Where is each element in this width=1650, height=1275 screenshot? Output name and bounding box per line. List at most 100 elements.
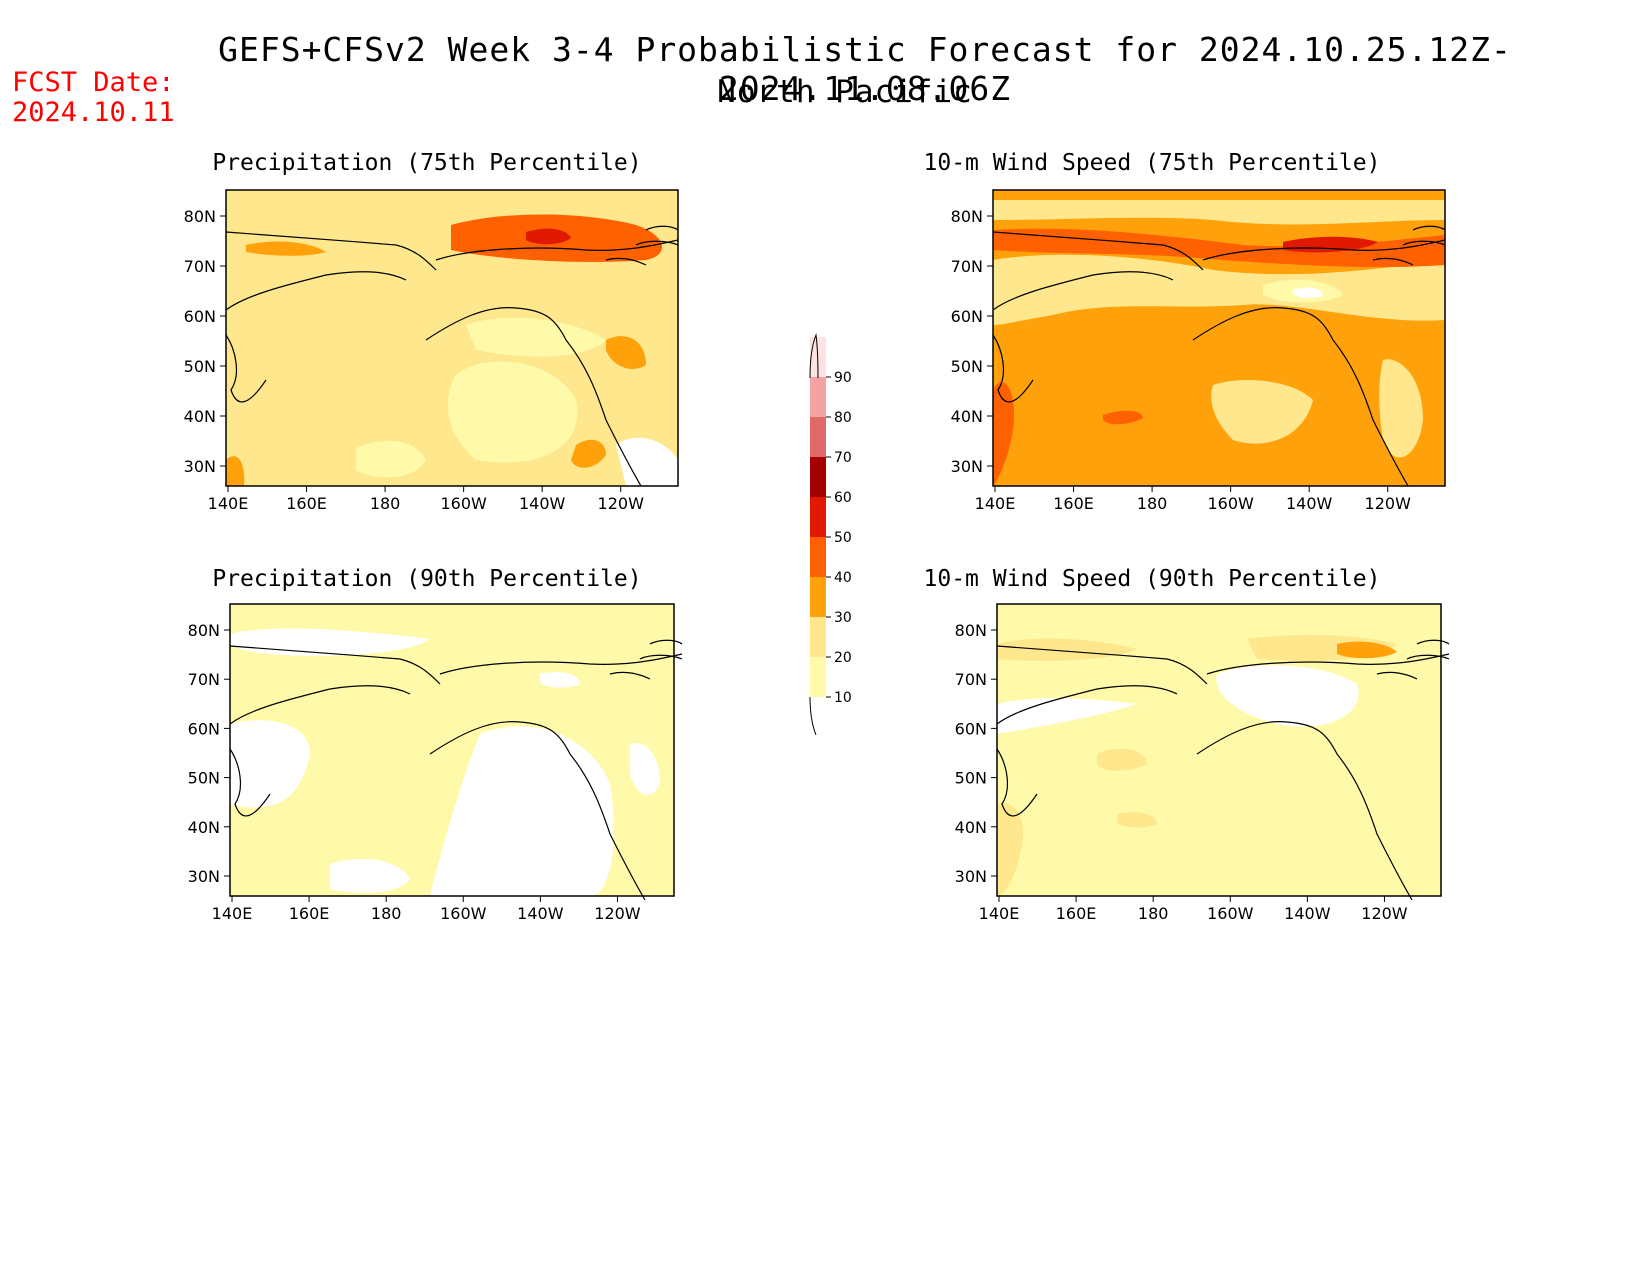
lon-tick-label: 160E: [1056, 904, 1097, 923]
contour-red: [526, 228, 571, 245]
lat-tick-label: 70N: [955, 670, 987, 689]
contour-yellow: [1117, 812, 1157, 828]
panel-title-wind-90: 10-m Wind Speed (90th Percentile): [923, 566, 1381, 592]
contour-light: [356, 440, 426, 478]
lon-tick-label: 140W: [1284, 904, 1331, 923]
lon-tick-label: 120W: [1361, 904, 1408, 923]
lon-tick-label: 140W: [517, 904, 564, 923]
contour-white: [1293, 287, 1323, 299]
lon-tick-label: 160W: [1207, 904, 1254, 923]
lon-tick-label: 140W: [519, 494, 566, 513]
lon-tick-label: 180: [371, 904, 402, 923]
colorbar-level-label: 70: [834, 450, 852, 466]
lon-tick-label: 160W: [440, 494, 487, 513]
contour-white: [330, 859, 410, 893]
lat-tick-label: 70N: [188, 670, 220, 689]
colorbar: 10 20 30 40 50 60 70 80 90: [809, 333, 852, 736]
contour-orange: [246, 241, 326, 256]
colorbar-level-label: 90: [834, 370, 852, 386]
lat-tick-label: 30N: [955, 867, 987, 886]
map-panel-wind-90: [997, 604, 1441, 896]
forecast-date-value: 2024.10.11: [12, 97, 175, 128]
colorbar-level-label: 50: [834, 530, 852, 546]
lat-tick-label: 60N: [184, 307, 216, 326]
panel-title-precip-75: Precipitation (75th Percentile): [212, 150, 642, 176]
map-panel-precip-75: [226, 190, 678, 486]
contour-white: [1216, 665, 1359, 727]
lat-tick-label: 50N: [955, 769, 987, 788]
lat-tick-label: 30N: [184, 457, 216, 476]
lat-tick-label: 60N: [955, 719, 987, 738]
contour-light: [997, 803, 1023, 896]
lat-tick-label: 70N: [184, 257, 216, 276]
map-panel-precip-90: [230, 604, 674, 896]
lat-tick-label: 50N: [184, 357, 216, 376]
colorbar-swatch: [810, 537, 826, 577]
axis-labels: 80N 70N 60N 50N 40N 30N 140E 160E 180 160W 140W 120…: [184, 207, 1411, 923]
contour-light: [447, 361, 578, 463]
colorbar-swatch: [810, 497, 826, 537]
lon-tick-label: 140E: [208, 494, 249, 513]
contour-light: [1211, 380, 1313, 444]
contour-orange-dark: [993, 382, 1014, 486]
lat-tick-label: 40N: [184, 407, 216, 426]
contour-yellow: [993, 200, 1445, 225]
contour-orange: [226, 456, 245, 486]
colorbar-level-label: 30: [834, 610, 852, 626]
contour-yellow: [997, 638, 1137, 661]
colorbar-level-label: 80: [834, 410, 852, 426]
colorbar-swatch: [810, 577, 826, 617]
colorbar-swatch: [810, 377, 826, 417]
contour-light: [1379, 359, 1423, 458]
map-panel-wind-75: [993, 190, 1445, 486]
lat-tick-label: 50N: [951, 357, 983, 376]
contour-orange-dark: [1103, 410, 1143, 425]
contour-orange: [606, 336, 646, 370]
lat-tick-label: 40N: [188, 818, 220, 837]
lat-tick-label: 30N: [188, 867, 220, 886]
contour-white: [230, 720, 310, 808]
region-subtitle: North Pacific: [717, 74, 973, 110]
lon-tick-label: 160E: [286, 494, 327, 513]
lon-tick-label: 140E: [979, 904, 1020, 923]
colorbar-level-label: 60: [834, 490, 852, 506]
colorbar-swatch: [810, 457, 826, 497]
lat-tick-label: 80N: [188, 621, 220, 640]
forecast-date-label: FCST Date:: [12, 67, 175, 98]
colorbar-level-label: 20: [834, 650, 852, 666]
forecast-date: FCST Date: 2024.10.11: [12, 68, 175, 128]
main-title: GEFS+CFSv2 Week 3-4 Probabilistic Foreca…: [218, 30, 1512, 108]
lon-tick-label: 140E: [212, 904, 253, 923]
lon-tick-label: 160W: [440, 904, 487, 923]
colorbar-top-tip: [809, 333, 819, 379]
lon-tick-label: 160W: [1207, 494, 1254, 513]
lon-tick-label: 120W: [1365, 494, 1412, 513]
panel-frame: [992, 189, 1446, 487]
lat-tick-label: 60N: [188, 719, 220, 738]
lon-tick-label: 160E: [1053, 494, 1094, 513]
lat-tick-label: 40N: [951, 407, 983, 426]
lon-tick-label: 140W: [1286, 494, 1333, 513]
contour-white: [230, 628, 430, 656]
colorbar-swatch: [810, 417, 826, 457]
colorbar-swatch: [810, 617, 826, 657]
lon-tick-label: 140E: [975, 494, 1016, 513]
lat-tick-label: 40N: [955, 818, 987, 837]
contour-white: [540, 672, 580, 688]
lat-tick-label: 80N: [184, 207, 216, 226]
contour-white: [430, 726, 614, 896]
colorbar-swatches: [810, 337, 826, 697]
panel-title-wind-75: 10-m Wind Speed (75th Percentile): [923, 150, 1381, 176]
lon-tick-label: 120W: [598, 494, 645, 513]
colorbar-swatch: [810, 657, 826, 697]
lat-tick-label: 50N: [188, 769, 220, 788]
contour-light: [993, 254, 1445, 325]
lon-tick-label: 180: [370, 494, 401, 513]
lon-tick-label: 180: [1138, 904, 1169, 923]
lon-tick-label: 180: [1137, 494, 1168, 513]
contour-light: [616, 437, 678, 486]
lon-tick-label: 160E: [289, 904, 330, 923]
contour-orange: [1337, 641, 1397, 659]
contour-orange: [571, 439, 606, 468]
